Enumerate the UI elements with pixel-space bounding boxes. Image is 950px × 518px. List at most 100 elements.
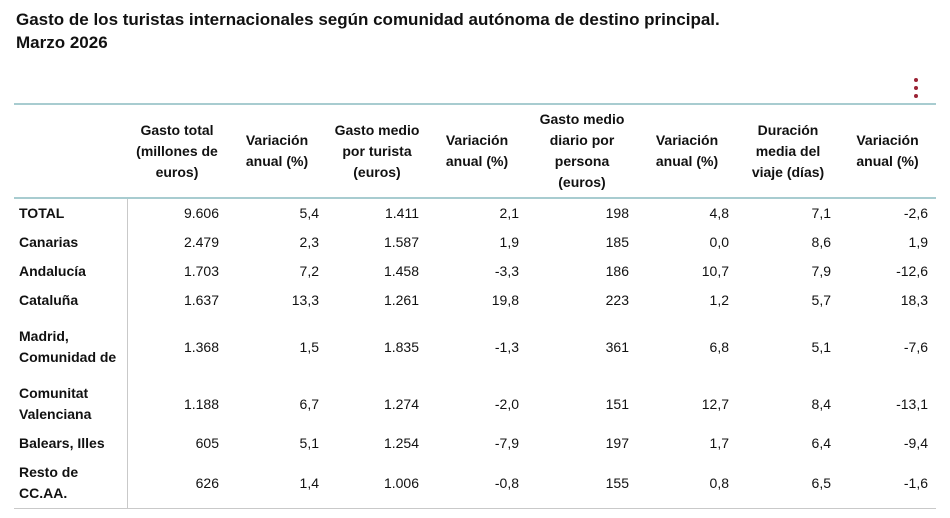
table-cell: 1.254 xyxy=(383,435,419,451)
table-cell: 6,4 xyxy=(811,435,831,451)
table-cell: 4,8 xyxy=(709,205,729,221)
column-header: Variación anual (%) xyxy=(427,105,527,199)
column-header: Gasto medio diario por persona (euros) xyxy=(527,105,637,199)
row-label: TOTAL xyxy=(14,198,128,228)
table-cell: 1,4 xyxy=(227,458,327,509)
row-label: Andalucía xyxy=(14,257,128,286)
table-cell: -7,6 xyxy=(903,338,928,355)
menu-dot xyxy=(914,94,918,98)
table-cell: 7,9 xyxy=(811,263,831,279)
table-cell: 2,3 xyxy=(299,234,319,250)
table-cell: -12,6 xyxy=(896,263,928,279)
table-cell: 1.637 xyxy=(183,292,219,308)
column-header: Gasto total (millones de euros) xyxy=(127,105,227,199)
table-cell: 1.835 xyxy=(383,338,419,355)
table-cell: 7,1 xyxy=(811,205,831,221)
table-cell: -2,6 xyxy=(903,205,928,221)
table-cell: 1,9 xyxy=(908,234,928,250)
menu-dot xyxy=(914,86,918,90)
table-cell: 6,8 xyxy=(709,338,729,355)
table-cell: 5,1 xyxy=(811,338,831,355)
table-cell: 2,1 xyxy=(499,205,519,221)
table-cell: -1,6 xyxy=(839,458,936,509)
data-table: Gasto total (millones de euros) Variació… xyxy=(14,105,936,509)
table-row: Resto de CC.AA. 626 1,4 1.006 -0,8 155 0… xyxy=(14,458,936,509)
table-cell: 605 xyxy=(195,435,219,451)
table-cell: 1,9 xyxy=(499,234,519,250)
table-cell: 1.368 xyxy=(183,338,219,355)
table-cell: 1.703 xyxy=(183,263,219,279)
table-row: Balears, Illes 605 5,1 1.254 -7,9 197 1,… xyxy=(14,429,936,458)
table-cell: 626 xyxy=(127,458,227,509)
table-row: Cataluña 1.637 13,3 1.261 19,8 223 1,2 5… xyxy=(14,286,936,315)
table-cell: 1,2 xyxy=(709,292,729,308)
table-cell: -0,8 xyxy=(427,458,527,509)
table-cell: 7,2 xyxy=(299,263,319,279)
table-cell: 5,1 xyxy=(299,435,319,451)
table-row: TOTAL 9.606 5,4 1.411 2,1 198 4,8 7,1 -2… xyxy=(14,198,936,228)
table-row: Comunitat Valenciana 1.188 6,7 1.274 -2,… xyxy=(14,379,936,429)
table-cell: 223 xyxy=(605,292,629,308)
table-cell: 1.261 xyxy=(383,292,419,308)
column-header: Variación anual (%) xyxy=(637,105,737,199)
header-row: Gasto total (millones de euros) Variació… xyxy=(14,105,936,199)
table-cell: 151 xyxy=(605,395,629,412)
table-cell: 0,0 xyxy=(709,234,729,250)
table-cell: 10,7 xyxy=(701,263,729,279)
table-cell: 12,7 xyxy=(701,395,729,412)
column-header: Gasto medio por turista (euros) xyxy=(327,105,427,199)
column-header: Variación anual (%) xyxy=(839,105,936,199)
row-label: Canarias xyxy=(14,228,128,257)
table-cell: 19,8 xyxy=(491,292,519,308)
table-cell: 185 xyxy=(605,234,629,250)
table-row: Madrid, Comunidad de 1.368 1,5 1.835 -1,… xyxy=(14,315,936,379)
table-cell: 198 xyxy=(605,205,629,221)
title-line-2: Marzo 2026 xyxy=(16,33,108,52)
table-cell: 1,5 xyxy=(299,338,319,355)
table-cell: 361 xyxy=(605,338,629,355)
table-cell: 186 xyxy=(605,263,629,279)
table-cell: -9,4 xyxy=(903,435,928,451)
table-cell: 18,3 xyxy=(900,292,928,308)
table-cell: 197 xyxy=(605,435,629,451)
table-cell: 9.606 xyxy=(183,205,219,221)
menu-dot xyxy=(914,78,918,82)
title-line-1: Gasto de los turistas internacionales se… xyxy=(16,10,720,29)
column-header: Variación anual (%) xyxy=(227,105,327,199)
table-cell: 1,7 xyxy=(709,435,729,451)
table-cell: -2,0 xyxy=(494,395,519,412)
table-cell: 8,4 xyxy=(811,395,831,412)
table-cell: 1.411 xyxy=(385,205,419,221)
column-header: Duración media del viaje (días) xyxy=(737,105,839,199)
table-row: Canarias 2.479 2,3 1.587 1,9 185 0,0 8,6… xyxy=(14,228,936,257)
table-top-rule xyxy=(14,103,936,105)
table-cell: 1.188 xyxy=(183,395,219,412)
row-label: Resto de CC.AA. xyxy=(14,458,128,509)
table-row: Andalucía 1.703 7,2 1.458 -3,3 186 10,7 … xyxy=(14,257,936,286)
row-label: Balears, Illes xyxy=(14,429,128,458)
row-label: Cataluña xyxy=(14,286,128,315)
table-cell: 5,7 xyxy=(811,292,831,308)
table-cell: 155 xyxy=(527,458,637,509)
table-cell: 13,3 xyxy=(291,292,319,308)
table-cell: 1.458 xyxy=(383,263,419,279)
row-label: Madrid, Comunidad de xyxy=(14,315,128,379)
row-label: Comunitat Valenciana xyxy=(14,379,128,429)
table-cell: 1.274 xyxy=(383,395,419,412)
kebab-menu-icon[interactable] xyxy=(907,77,925,99)
table-cell: -7,9 xyxy=(494,435,519,451)
table-cell: 1.006 xyxy=(327,458,427,509)
table-cell: 2.479 xyxy=(183,234,219,250)
page-title: Gasto de los turistas internacionales se… xyxy=(16,8,896,54)
table-cell: 6,7 xyxy=(299,395,319,412)
table-cell: -13,1 xyxy=(896,395,928,412)
table-cell: 0,8 xyxy=(637,458,737,509)
table-cell: -3,3 xyxy=(494,263,519,279)
table-cell: 5,4 xyxy=(299,205,319,221)
table-cell: 8,6 xyxy=(811,234,831,250)
table-cell: -1,3 xyxy=(494,338,519,355)
column-header xyxy=(14,105,127,199)
table-cell: 1.587 xyxy=(383,234,419,250)
table-cell: 6,5 xyxy=(737,458,839,509)
